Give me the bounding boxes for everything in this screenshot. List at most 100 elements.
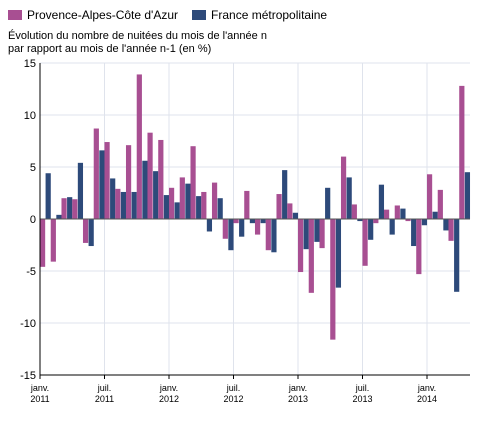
bar-paca [437, 189, 443, 219]
bar-france [389, 219, 395, 235]
y-tick-label: 0 [30, 214, 36, 226]
x-tick-label-month: janv. [288, 383, 307, 393]
chart-subtitle-line-2: par rapport au mois de l'année n-1 (en %… [8, 43, 212, 55]
bar-paca [276, 194, 282, 219]
bar-france [400, 208, 406, 219]
bar-france [282, 170, 288, 219]
bar-france [206, 219, 213, 232]
bar-paca [190, 146, 196, 219]
bar-france [443, 219, 449, 231]
bar-france [421, 219, 428, 226]
bar-france [260, 219, 266, 224]
x-tick-label-month: janv. [159, 383, 178, 393]
bar-france [314, 219, 320, 242]
bar-france [196, 196, 202, 219]
x-tick-label-year: 2012 [223, 394, 243, 404]
bar-paca [168, 187, 175, 219]
bar-paca [125, 145, 132, 219]
bar-paca [287, 203, 293, 219]
bar-france [325, 187, 331, 219]
bar-france [368, 219, 374, 240]
x-tick-label-month: janv. [30, 383, 49, 393]
bar-paca [383, 209, 390, 219]
bar-paca [104, 142, 110, 219]
bar-paca [72, 199, 78, 219]
y-tick-label: 15 [24, 58, 36, 70]
bar-france [110, 178, 116, 219]
bar-paca [265, 219, 271, 251]
bar-france [432, 211, 438, 219]
bar-france [292, 212, 299, 219]
bar-paca [308, 219, 314, 293]
x-tick-label-month: juil. [355, 383, 370, 393]
bar-paca [340, 156, 347, 219]
bar-paca [179, 177, 185, 219]
bar-paca [147, 132, 153, 219]
bar-paca [254, 219, 261, 235]
bar-paca [39, 219, 46, 267]
chart-subtitle: Évolution du nombre de nuitées du mois d… [8, 30, 308, 56]
x-tick-label-year: 2011 [95, 394, 114, 404]
bar-france [174, 202, 180, 219]
bar-paca [93, 128, 99, 219]
bar-france [454, 219, 460, 292]
bar-france [346, 177, 352, 219]
bar-france [163, 195, 170, 219]
bar-france [77, 162, 84, 219]
legend-label-france: France métropolitaine [211, 8, 328, 22]
legend: Provence-Alpes-Côte d'Azur France métrop… [8, 8, 327, 22]
bar-paca [222, 219, 228, 239]
bar-paca [373, 219, 379, 224]
x-tick-label-year: 2013 [352, 394, 372, 404]
bar-france [378, 184, 385, 219]
bar-france [99, 150, 105, 219]
bar-paca [244, 190, 250, 219]
x-tick-label-month: janv. [417, 383, 436, 393]
bar-france [185, 183, 191, 219]
bar-france [303, 219, 309, 250]
bar-france [142, 160, 148, 219]
legend-item-france[interactable]: France métropolitaine [192, 8, 327, 22]
bar-france [131, 191, 137, 219]
bar-france [239, 219, 245, 237]
bar-paca [362, 219, 368, 266]
bar-france [228, 219, 234, 251]
bar-paca [416, 219, 422, 275]
bar-paca [426, 174, 433, 219]
bar-france [67, 197, 73, 219]
bar-paca [351, 204, 357, 219]
legend-item-paca[interactable]: Provence-Alpes-Côte d'Azur [8, 8, 178, 22]
bar-france [153, 171, 159, 219]
bar-france [357, 219, 363, 222]
bar-france [271, 219, 277, 253]
x-tick-label-year: 2012 [159, 394, 179, 404]
x-tick-label-year: 2011 [30, 394, 49, 404]
bar-france [249, 219, 256, 224]
bar-paca [82, 219, 89, 243]
bar-france [335, 219, 342, 288]
bar-paca [394, 205, 400, 219]
y-tick-label: -10 [20, 318, 36, 330]
bar-paca [297, 219, 304, 273]
bar-paca [459, 85, 465, 219]
bar-france [88, 219, 94, 247]
bar-france [120, 191, 127, 219]
x-tick-label-year: 2014 [417, 394, 437, 404]
bar-france [56, 214, 62, 219]
bar-france [464, 172, 471, 219]
bar-paca [211, 182, 218, 219]
y-tick-label: -15 [20, 370, 36, 382]
bar-paca [319, 219, 325, 249]
bar-paca [136, 74, 142, 219]
bar-paca [201, 191, 207, 219]
bar-france [411, 219, 417, 247]
bar-paca [50, 219, 56, 262]
bar-paca [61, 198, 67, 219]
bar-paca [330, 219, 336, 340]
y-tick-label: 5 [30, 162, 36, 174]
bar-france [217, 198, 223, 219]
bar-france [45, 173, 51, 219]
x-tick-label-year: 2013 [288, 394, 308, 404]
bar-paca [158, 139, 164, 219]
bar-paca [233, 219, 239, 224]
